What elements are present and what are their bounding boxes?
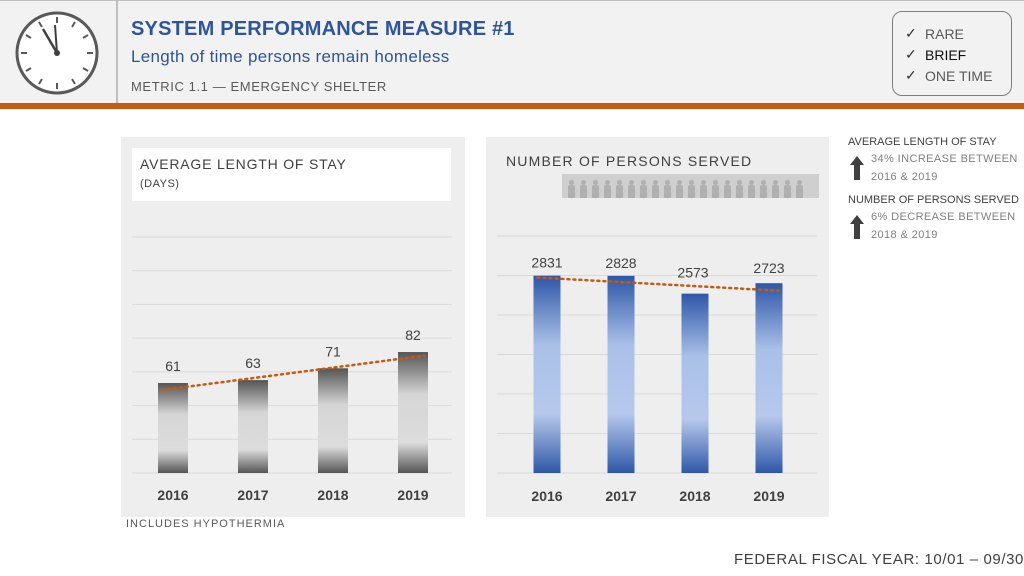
page-title: SYSTEM PERFORMANCE MEASURE #1 bbox=[131, 18, 515, 40]
person-icon bbox=[602, 180, 612, 198]
person-icon bbox=[626, 180, 636, 198]
data-label-2019: 82 bbox=[405, 327, 421, 343]
chart-unit: (DAYS) bbox=[140, 178, 180, 190]
persons-served-panel: NUMBER OF PERSONS SERVED 2831 2016 2828 201… bbox=[486, 137, 829, 517]
x-tick-2018: 2018 bbox=[679, 488, 710, 504]
check-item-rare: ✓ RARE bbox=[905, 25, 964, 42]
person-icon bbox=[758, 180, 768, 198]
check-item-brief: ✓ BRIEF bbox=[905, 46, 966, 63]
clock-icon bbox=[15, 11, 99, 95]
x-tick-2016: 2016 bbox=[531, 488, 562, 504]
person-icon bbox=[614, 180, 624, 198]
person-icon bbox=[578, 180, 588, 198]
person-icon bbox=[662, 180, 672, 198]
check-icon: ✓ bbox=[905, 25, 917, 41]
accent-divider bbox=[0, 103, 1024, 109]
note-length-of-stay-text: 34% INCREASE BETWEEN 2016 & 2019 bbox=[871, 150, 1018, 186]
person-icon bbox=[734, 180, 744, 198]
data-label-2017: 63 bbox=[245, 355, 261, 371]
bar-2017 bbox=[607, 275, 635, 473]
person-icon bbox=[782, 180, 792, 198]
data-label-2016: 2831 bbox=[531, 255, 562, 271]
person-icon bbox=[770, 180, 780, 198]
person-icon bbox=[710, 180, 720, 198]
check-label: ONE TIME bbox=[925, 67, 993, 84]
people-silhouettes-strip bbox=[562, 174, 819, 198]
data-label-2016: 61 bbox=[165, 358, 181, 374]
person-icon bbox=[674, 180, 684, 198]
check-item-one-time: ✓ ONE TIME bbox=[905, 67, 992, 84]
header-band: SYSTEM PERFORMANCE MEASURE #1 Length of … bbox=[0, 0, 1024, 105]
person-icon bbox=[746, 180, 756, 198]
check-icon: ✓ bbox=[905, 46, 917, 62]
data-label-2019: 2723 bbox=[753, 260, 784, 276]
chart-title: AVERAGE LENGTH OF STAY bbox=[140, 156, 347, 172]
person-icon bbox=[686, 180, 696, 198]
fiscal-year-label: FEDERAL FISCAL YEAR: 10/01 – 09/30 bbox=[734, 551, 1024, 568]
person-icon bbox=[638, 180, 648, 198]
bar-2016 bbox=[158, 383, 188, 473]
note-persons-served: NUMBER OF PERSONS SERVED bbox=[848, 194, 1019, 206]
footnote: INCLUDES HYPOTHERMIA bbox=[126, 518, 286, 530]
page-subtitle: Length of time persons remain homeless bbox=[131, 47, 450, 66]
note-heading: NUMBER OF PERSONS SERVED bbox=[848, 194, 1019, 206]
up-arrow-icon bbox=[850, 156, 864, 180]
check-icon: ✓ bbox=[905, 67, 917, 83]
x-tick-2019: 2019 bbox=[397, 487, 428, 503]
person-icon bbox=[794, 180, 804, 198]
person-icon bbox=[590, 180, 600, 198]
bar-2018 bbox=[318, 368, 348, 473]
chart-title: NUMBER OF PERSONS SERVED bbox=[506, 153, 753, 169]
note-heading: AVERAGE LENGTH OF STAY bbox=[848, 136, 997, 148]
note-line: 34% INCREASE BETWEEN bbox=[871, 153, 1018, 165]
x-tick-2017: 2017 bbox=[237, 487, 268, 503]
note-line: 2016 & 2019 bbox=[871, 171, 938, 183]
x-tick-2019: 2019 bbox=[753, 488, 784, 504]
bar-2016 bbox=[533, 275, 561, 473]
persons-served-chart: 2831 2016 2828 2017 2573 2018 2723 2019 bbox=[497, 235, 817, 504]
person-icon bbox=[650, 180, 660, 198]
person-icon bbox=[722, 180, 732, 198]
clock-tile bbox=[0, 1, 118, 105]
data-label-2018: 2573 bbox=[677, 265, 708, 281]
check-label: RARE bbox=[925, 25, 964, 42]
check-label: BRIEF bbox=[925, 46, 967, 63]
bar-2018 bbox=[681, 293, 709, 473]
note-length-of-stay: AVERAGE LENGTH OF STAY bbox=[848, 136, 997, 148]
x-tick-2018: 2018 bbox=[317, 487, 348, 503]
note-line: 2018 & 2019 bbox=[871, 229, 938, 241]
note-persons-served-text: 6% DECREASE BETWEEN 2018 & 2019 bbox=[871, 208, 1016, 244]
data-label-2017: 2828 bbox=[605, 255, 636, 271]
person-icon bbox=[566, 180, 576, 198]
bar-2017 bbox=[238, 380, 268, 473]
length-of-stay-chart: 61 2016 63 2017 71 2018 82 2019 bbox=[132, 236, 452, 503]
data-label-2018: 71 bbox=[325, 343, 341, 359]
person-icon bbox=[698, 180, 708, 198]
x-tick-2017: 2017 bbox=[605, 488, 636, 504]
metric-label: METRIC 1.1 — EMERGENCY SHELTER bbox=[131, 79, 387, 94]
x-tick-2016: 2016 bbox=[157, 487, 188, 503]
bar-2019 bbox=[398, 352, 428, 473]
chart-title-box: AVERAGE LENGTH OF STAY (DAYS) bbox=[132, 148, 451, 201]
length-of-stay-panel: AVERAGE LENGTH OF STAY (DAYS) 61 2016 63 20… bbox=[121, 137, 465, 517]
up-arrow-icon bbox=[850, 215, 864, 239]
trendline bbox=[160, 354, 426, 392]
trendline bbox=[536, 276, 780, 292]
goal-checklist: ✓ RARE ✓ BRIEF ✓ ONE TIME bbox=[892, 11, 1012, 96]
bar-2019 bbox=[755, 283, 783, 473]
note-line: 6% DECREASE BETWEEN bbox=[871, 211, 1016, 223]
